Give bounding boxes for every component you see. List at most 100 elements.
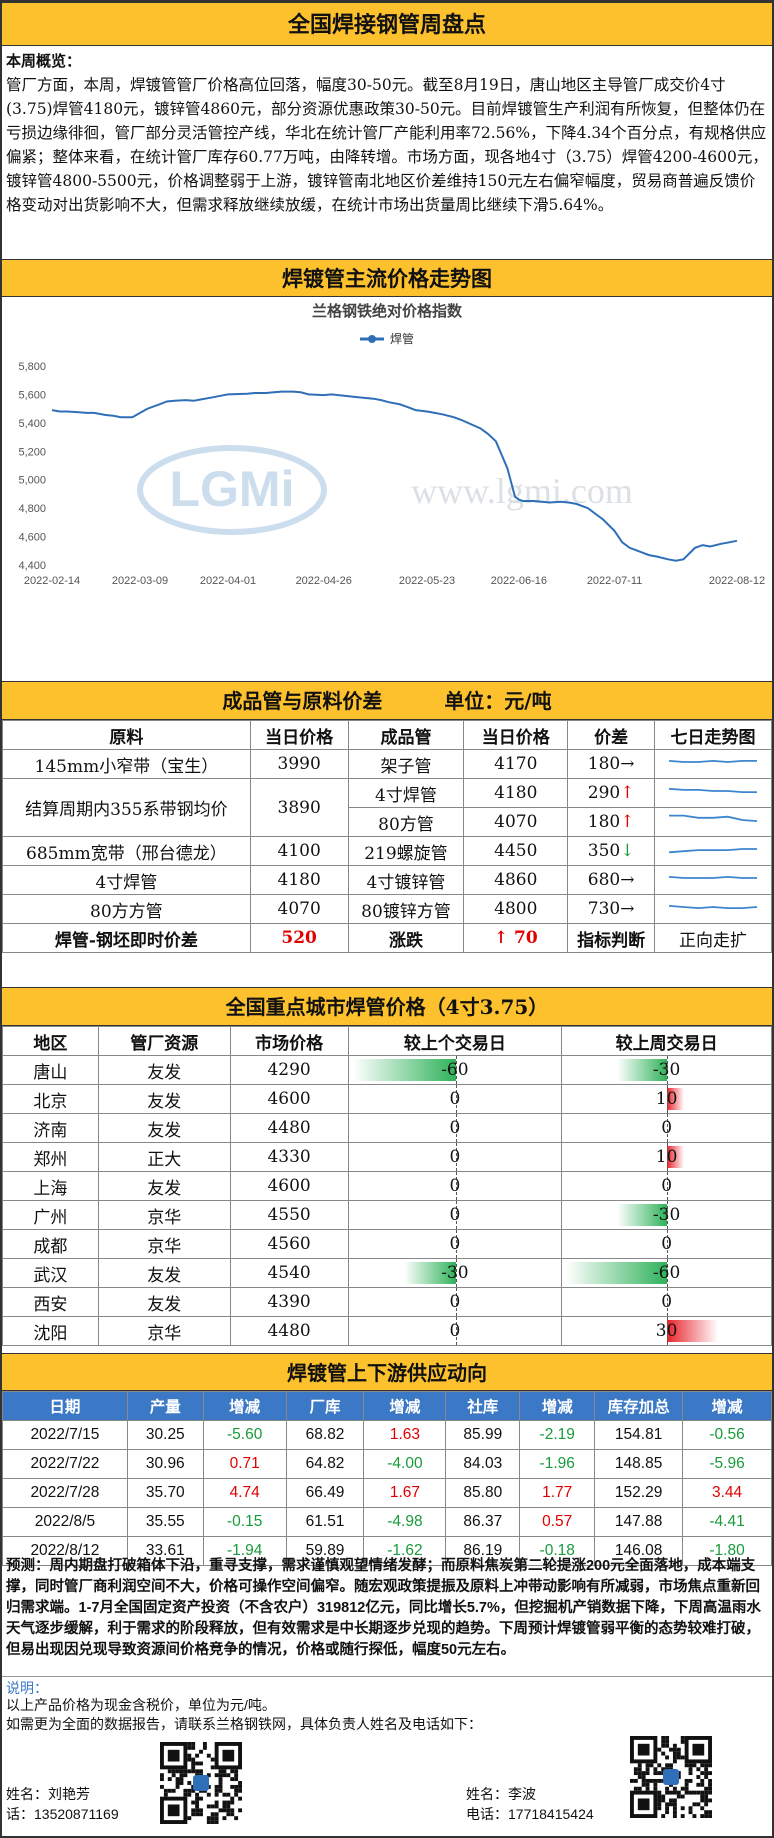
x-axis: 2022-02-14 2022-03-09 2022-04-01 2022-04-26… xyxy=(24,575,765,587)
city-change-week: -30 xyxy=(561,1200,772,1230)
overview-text: 管厂方面，本周，焊镀管管厂价格高位回落，幅度30-50元。截至8月19日，唐山地… xyxy=(6,76,768,214)
zero-axis-line xyxy=(667,1259,669,1287)
city-region: 唐山 xyxy=(2,1055,99,1085)
city-row: 济南 友发 4480 0 0 xyxy=(2,1113,772,1143)
up-arrow-icon: ↑ xyxy=(620,783,635,803)
supply-cell: 2022/7/15 xyxy=(2,1420,128,1450)
supply-body: 2022/7/15 30.25 -5.60 68.82 1.63 85.99 -2.19 15… xyxy=(2,1420,772,1566)
right-arrow-icon: → xyxy=(620,899,635,919)
change-value: 0 xyxy=(661,1118,673,1138)
supply-header-row: 日期 产量 增减 厂库 增减 社库 增减 库存加总 增减 xyxy=(2,1391,772,1421)
supply-cell: 86.19 xyxy=(445,1536,521,1566)
city-header-row: 地区 管厂资源 市场价格 较上个交易日 较上周交易日 xyxy=(2,1026,772,1056)
city-mill: 京华 xyxy=(97,1316,231,1346)
spread-product-name: 4寸焊管 xyxy=(347,778,465,808)
change-bar xyxy=(616,1059,668,1081)
spread-footer-judge-label: 指标判断 xyxy=(567,923,656,953)
supply-cell: 35.70 xyxy=(126,1478,204,1508)
change-bar xyxy=(404,1262,456,1284)
supply-header-cell: 日期 xyxy=(2,1391,128,1421)
forecast-text: 周内期盘打破箱体下沿，重寻支撑，需求谨慎观望情绪发酵；而原料焦炭第二轮提涨200… xyxy=(6,1558,761,1658)
up-arrow-icon: ↑ xyxy=(493,928,509,948)
forecast-label: 预测： xyxy=(6,1558,50,1574)
spread-product-name: 80镀锌方管 xyxy=(347,894,465,924)
zero-axis-line xyxy=(667,1114,669,1142)
report-title: 全国焊接钢管周盘点 xyxy=(2,2,772,46)
spread-raw-material: 80方方管 xyxy=(2,894,251,924)
city-mill: 正大 xyxy=(97,1142,231,1172)
city-change-week: 0 xyxy=(561,1113,772,1143)
spread-product-name: 80方管 xyxy=(347,807,465,837)
spread-product-name: 架子管 xyxy=(347,749,465,779)
spread-row: 80方方管 4070 80镀锌方管 4800 730→ xyxy=(2,894,772,924)
city-row: 西安 友发 4390 0 0 xyxy=(2,1287,772,1317)
supply-cell: 1.67 xyxy=(363,1478,447,1508)
y-tick-label: 4,800 xyxy=(18,503,46,515)
seven-day-sparkline xyxy=(668,847,758,853)
spread-raw-price: 4100 xyxy=(249,836,349,866)
city-mill: 友发 xyxy=(97,1171,231,1201)
supply-cell: -0.15 xyxy=(202,1507,287,1537)
supply-cell: -0.18 xyxy=(519,1536,596,1566)
supply-header-cell: 社库 xyxy=(445,1391,521,1421)
zero-axis-line xyxy=(667,1172,669,1200)
change-value: 0 xyxy=(661,1176,673,1196)
supply-cell: 1.63 xyxy=(363,1420,447,1450)
spread-footer-change: ↑ 70 xyxy=(463,923,569,953)
city-title: 全国重点城市焊管价格（4寸3.75） xyxy=(2,987,772,1026)
city-row: 沈阳 京华 4480 0 30 xyxy=(2,1316,772,1346)
x-tick-label: 2022-08-12 xyxy=(709,575,765,587)
notes-line1: 以上产品价格为现金含税价，单位为元/吨。 xyxy=(6,1697,276,1713)
spread-product-price: 4170 xyxy=(463,749,569,779)
city-region: 济南 xyxy=(2,1113,99,1143)
zero-axis-line xyxy=(455,1056,457,1084)
spread-footer-label: 焊管-钢坯即时价差 xyxy=(2,923,251,953)
city-mill: 友发 xyxy=(97,1084,231,1114)
supply-cell: 147.88 xyxy=(594,1507,684,1537)
change-value: 0 xyxy=(449,1089,461,1109)
zero-axis-line xyxy=(455,1230,457,1258)
spread-diff: 680→ xyxy=(567,865,656,895)
qr-code-icon xyxy=(630,1736,712,1818)
supply-cell: -2.19 xyxy=(519,1420,596,1450)
spread-raw-price: 4180 xyxy=(249,865,349,895)
supply-cell: 2022/8/5 xyxy=(2,1507,128,1537)
zero-axis-line xyxy=(455,1259,457,1287)
zero-axis-line xyxy=(667,1056,669,1084)
zero-axis-line xyxy=(667,1288,669,1316)
supply-row: 2022/8/5 35.55 -0.15 61.51 -4.98 86.37 0.57 147… xyxy=(2,1507,772,1537)
spread-title-main: 成品管与原料价差 xyxy=(222,689,383,713)
spread-trend-cell xyxy=(654,749,772,779)
spread-trend-cell xyxy=(654,894,772,924)
y-tick-label: 5,000 xyxy=(18,475,46,487)
spread-raw-material: 685mm宽带（邢台德龙） xyxy=(2,836,251,866)
supply-cell: 61.51 xyxy=(285,1507,365,1537)
seven-day-sparkline xyxy=(668,759,758,763)
supply-cell: 30.25 xyxy=(126,1420,204,1450)
zero-axis-line xyxy=(667,1230,669,1258)
city-region: 北京 xyxy=(2,1084,99,1114)
zero-axis-line xyxy=(455,1114,457,1142)
supply-cell: -1.94 xyxy=(202,1536,287,1566)
supply-cell: 0.57 xyxy=(519,1507,596,1537)
city-region: 上海 xyxy=(2,1171,99,1201)
supply-cell: 2022/8/12 xyxy=(2,1536,128,1566)
change-value: 0 xyxy=(449,1176,461,1196)
city-change-day: 0 xyxy=(347,1171,563,1201)
city-price: 4480 xyxy=(229,1113,349,1143)
spread-diff: 350↓ xyxy=(567,836,656,866)
spread-product-price: 4450 xyxy=(463,836,569,866)
down-arrow-icon: ↓ xyxy=(620,841,635,861)
city-change-day: 0 xyxy=(347,1229,563,1259)
change-value: 0 xyxy=(449,1118,461,1138)
city-header-cell: 市场价格 xyxy=(229,1026,349,1056)
supply-cell: 85.99 xyxy=(445,1420,521,1450)
city-header-cell: 较上周交易日 xyxy=(561,1026,772,1056)
city-price: 4390 xyxy=(229,1287,349,1317)
supply-cell: 146.08 xyxy=(594,1536,684,1566)
spread-diff: 180→ xyxy=(567,749,656,779)
seven-day-sparkline xyxy=(669,814,758,822)
city-change-day: 0 xyxy=(347,1316,563,1346)
zero-axis-line xyxy=(455,1288,457,1316)
supply-row: 2022/7/22 30.96 0.71 64.82 -4.00 84.03 -1.96 14… xyxy=(2,1449,772,1479)
